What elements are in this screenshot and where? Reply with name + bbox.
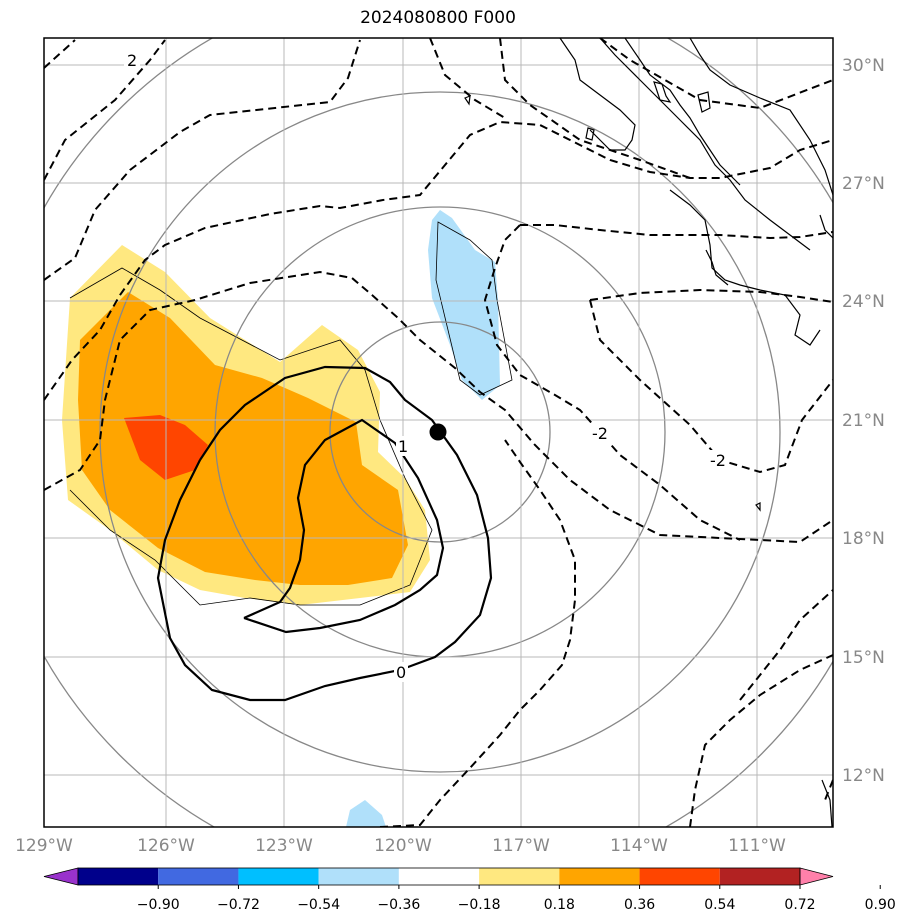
lon-label: 111°W [728, 836, 786, 856]
colorbar-tick-label: −0.90 [137, 897, 180, 913]
lon-label: 126°W [137, 836, 195, 856]
contour-label: 0 [396, 663, 406, 682]
shading-outline [69, 267, 433, 606]
lat-label: 30°N [842, 56, 885, 76]
colorbar-segment [318, 868, 399, 885]
colorbar-segment [398, 868, 480, 885]
colorbar-tick-label: 0.18 [544, 897, 575, 913]
contour-label: -2 [592, 424, 608, 443]
contour-label: 2 [127, 51, 137, 70]
contour-label: -2 [710, 451, 726, 470]
colorbar-tick-label: 0.72 [784, 897, 815, 913]
negative-anomaly-shading-south [346, 800, 386, 827]
colorbar-segment [639, 868, 720, 885]
contour-label: 1 [398, 437, 408, 456]
colorbar-tick-label: −0.18 [458, 897, 501, 913]
colorbar-tick-label: −0.36 [377, 897, 420, 913]
lon-label: 117°W [492, 836, 550, 856]
lat-label: 24°N [842, 292, 885, 312]
solid-contours [156, 365, 493, 702]
lat-label: 12°N [842, 766, 885, 786]
lon-label: 123°W [255, 836, 313, 856]
lon-axis: 129°W 126°W 123°W 120°W 117°W 114°W 111°… [15, 836, 786, 856]
positive-anomaly-shading-medium [78, 292, 408, 585]
coastline [464, 38, 833, 827]
lat-label: 18°N [842, 529, 885, 549]
colorbar-tick-label: 0.36 [624, 897, 655, 913]
colorbar: −0.90 −0.72 −0.54 −0.36 −0.18 0.18 0.36 0.54 0.7… [43, 867, 896, 913]
colorbar-tick-label: −0.72 [217, 897, 260, 913]
colorbar-segment [158, 868, 239, 885]
map-title: 2024080800 F000 [360, 8, 516, 28]
colorbar-extend-low [43, 867, 79, 886]
colorbar-segment [559, 868, 640, 885]
lat-axis: 30°N 27°N 24°N 21°N 18°N 15°N 12°N [842, 56, 885, 786]
negative-anomaly-shading [428, 210, 500, 400]
colorbar-tick-label: −0.54 [297, 897, 340, 913]
map-plot-area: 2 1 0 -2 -2 [44, 38, 833, 827]
colorbar-tick-label: 0.90 [865, 897, 896, 913]
colorbar-segment [78, 868, 159, 885]
colorbar-segment [238, 868, 319, 885]
contour-labels: 2 1 0 -2 -2 [124, 50, 728, 682]
storm-center-marker [429, 423, 447, 441]
lon-label: 114°W [610, 836, 668, 856]
colorbar-tick-label: 0.54 [704, 897, 735, 913]
colorbar-segment [479, 868, 560, 885]
lat-label: 15°N [842, 648, 885, 668]
colorbar-frame [77, 867, 801, 886]
colorbar-extend-high [799, 867, 834, 886]
colorbar-segment [719, 868, 800, 885]
lon-label: 120°W [374, 836, 432, 856]
lon-label: 129°W [15, 836, 73, 856]
map-frame [43, 37, 834, 828]
shading-outline-east [435, 221, 513, 396]
lat-label: 27°N [842, 174, 885, 194]
lat-label: 21°N [842, 411, 885, 431]
gridlines [44, 38, 833, 827]
